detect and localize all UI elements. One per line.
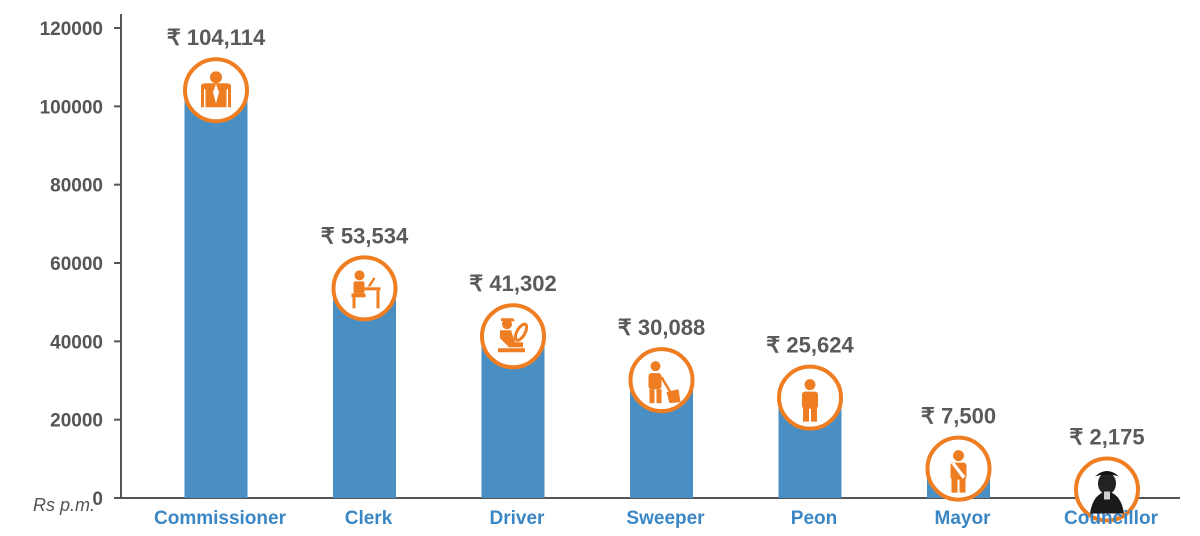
category-label: Councillor [1064, 508, 1159, 529]
mayor-icon [925, 435, 992, 502]
value-label: ₹ 2,175 [1069, 424, 1144, 449]
bar-commissioner [184, 90, 248, 499]
y-tick-label: 100000 [40, 97, 103, 118]
value-label: ₹ 41,302 [469, 271, 556, 296]
y-tick-label: 40000 [50, 332, 103, 353]
clerk-at-desk-icon [331, 255, 398, 322]
bars [184, 90, 1139, 499]
value-label: ₹ 30,088 [618, 315, 705, 340]
category-label: Clerk [345, 508, 393, 529]
category-label: Mayor [935, 508, 992, 529]
category-label: Commissioner [154, 508, 287, 529]
value-labels: ₹ 104,114 ₹ 53,534 ₹ 41,302 ₹ 30,088 ₹ 25,62… [167, 25, 1145, 449]
y-tick-label: 20000 [50, 411, 103, 432]
bar-clerk [333, 288, 396, 498]
category-label: Sweeper [626, 508, 705, 529]
driver-icon [480, 303, 546, 370]
category-labels: Commissioner Clerk Driver Sweeper Peon Mayor C… [154, 508, 1159, 529]
y-tick-label: 120000 [40, 19, 103, 40]
value-label: ₹ 104,114 [167, 25, 266, 50]
peon-icon [777, 364, 843, 431]
y-tick-label: 60000 [50, 254, 103, 275]
category-label: Peon [791, 508, 837, 529]
bar-icons [183, 57, 1140, 523]
sweeper-icon [628, 347, 695, 414]
value-label: ₹ 53,534 [321, 223, 409, 248]
y-axis: 0 20000 40000 60000 80000 100000 120000 [40, 14, 1180, 510]
value-label: ₹ 7,500 [921, 404, 996, 429]
value-label: ₹ 25,624 [766, 333, 854, 358]
y-tick-label: 0 [92, 489, 103, 510]
officer-icon [183, 57, 249, 124]
y-tick-label: 80000 [50, 176, 103, 197]
category-label: Driver [490, 508, 546, 529]
y-unit-label: Rs p.m. [33, 495, 95, 515]
councillor-portrait-icon [1074, 456, 1140, 523]
